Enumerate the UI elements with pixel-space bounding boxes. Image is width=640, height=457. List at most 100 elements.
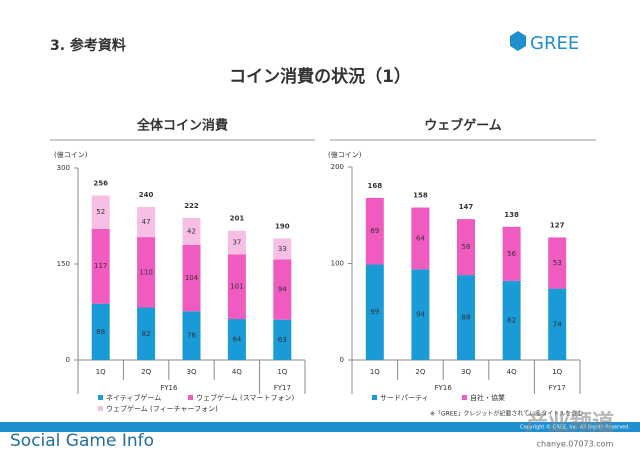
- total-label: 201: [230, 215, 245, 223]
- legend-swatch: [188, 395, 193, 400]
- value-label: 63: [278, 336, 287, 344]
- x-tick-label: 1Q: [96, 368, 106, 376]
- legend-swatch: [462, 395, 467, 400]
- logo: GREE: [530, 33, 579, 54]
- bar-segment: [227, 319, 246, 360]
- total-label: 190: [275, 222, 290, 230]
- value-label: 42: [187, 227, 196, 235]
- value-label: 69: [370, 227, 379, 235]
- y-tick-label: 100: [331, 260, 344, 268]
- chart-title: 全体コイン消費: [136, 118, 228, 134]
- value-label: 104: [185, 274, 199, 282]
- x-tick-label: 4Q: [507, 368, 517, 376]
- legend-swatch: [98, 395, 103, 400]
- value-label: 64: [416, 234, 425, 242]
- bar-segment: [137, 237, 156, 308]
- y-tick-label: 300: [57, 164, 70, 172]
- section-title: 3. 参考資料: [50, 37, 126, 54]
- value-label: 56: [507, 250, 516, 258]
- value-label: 76: [187, 332, 196, 340]
- y-axis-label: (億コイン): [328, 150, 362, 159]
- value-label: 58: [462, 243, 471, 251]
- bar-segment: [502, 280, 521, 360]
- group-label: FY16: [160, 384, 178, 392]
- legend-swatch: [372, 395, 377, 400]
- legend-label: ウェブゲーム (スマートフォン): [196, 393, 295, 402]
- copyright: Copyright © GREE, Inc. All Rights Reserv…: [520, 424, 630, 431]
- bar-segment: [182, 244, 201, 312]
- x-tick-label: 1Q: [552, 368, 562, 376]
- watermark-url: chanye.07073.com: [537, 440, 614, 449]
- x-tick-label: 2Q: [141, 368, 151, 376]
- value-label: 99: [370, 308, 379, 316]
- value-label: 110: [139, 268, 152, 276]
- total-label: 256: [93, 180, 108, 188]
- legend-swatch: [98, 406, 103, 411]
- legend-label: 自社・協業: [470, 393, 505, 402]
- total-label: 138: [504, 211, 519, 219]
- bar-segment: [137, 307, 156, 360]
- value-label: 64: [232, 336, 241, 344]
- value-label: 53: [553, 259, 562, 267]
- chart-title: ウェブゲーム: [424, 118, 502, 134]
- value-label: 82: [507, 316, 516, 324]
- y-tick-label: 200: [331, 163, 344, 171]
- value-label: 94: [416, 311, 425, 319]
- value-label: 82: [142, 330, 151, 338]
- bar-segment: [457, 275, 475, 360]
- watermark: Social Game Info: [10, 431, 154, 451]
- value-label: 88: [96, 328, 105, 336]
- legend-label: ネイティブゲーム: [106, 393, 161, 402]
- x-tick-label: 3Q: [461, 368, 471, 376]
- value-label: 101: [230, 283, 243, 291]
- footnote: ※「GREE」クレジットが記載されているタイトルを含む: [430, 410, 583, 418]
- y-tick-label: 0: [340, 356, 344, 364]
- bar-segment: [91, 303, 110, 360]
- total-label: 240: [139, 191, 154, 199]
- bar-segment: [182, 217, 201, 245]
- value-label: 52: [96, 208, 105, 216]
- x-tick-label: 4Q: [232, 368, 242, 376]
- total-label: 147: [459, 203, 474, 211]
- bar-segment: [91, 195, 110, 229]
- value-label: 47: [142, 218, 151, 226]
- bar-segment: [227, 230, 246, 255]
- bar-segment: [365, 197, 384, 265]
- footer-bar: [0, 422, 640, 432]
- bar-segment: [457, 219, 475, 276]
- y-tick-label: 0: [66, 356, 70, 364]
- total-label: 222: [184, 202, 199, 210]
- total-label: 127: [550, 221, 565, 229]
- bar-segment: [502, 226, 521, 281]
- value-label: 94: [278, 286, 287, 294]
- value-label: 37: [232, 239, 241, 247]
- bar-segment: [91, 228, 110, 304]
- bar-segment: [411, 207, 430, 270]
- x-tick-label: 1Q: [277, 368, 287, 376]
- watermark-cn: 产业频道: [526, 410, 614, 436]
- bar-segment: [273, 259, 292, 320]
- bar-segment: [548, 237, 567, 289]
- x-tick-label: 1Q: [370, 368, 380, 376]
- legend-label: ウェブゲーム (フィーチャーフォン): [106, 404, 218, 413]
- bar-segment: [182, 311, 201, 360]
- x-tick-label: 2Q: [415, 368, 425, 376]
- bar-segment: [227, 254, 246, 320]
- bar-segment: [273, 319, 292, 360]
- bar-segment: [411, 269, 430, 360]
- y-tick-label: 150: [57, 260, 70, 268]
- bar-segment: [365, 264, 384, 360]
- value-label: 74: [553, 320, 562, 328]
- total-label: 168: [367, 182, 382, 190]
- slide-title: コイン消費の状況（1）: [229, 66, 411, 87]
- x-tick-label: 3Q: [187, 368, 197, 376]
- group-label: FY17: [549, 384, 566, 392]
- total-label: 158: [413, 192, 428, 200]
- value-label: 88: [462, 314, 471, 322]
- legend-label: サードパーティ: [380, 394, 429, 402]
- group-label: FY16: [435, 384, 453, 392]
- value-label: 117: [94, 262, 107, 270]
- bar-segment: [137, 207, 156, 238]
- bar-segment: [273, 238, 292, 260]
